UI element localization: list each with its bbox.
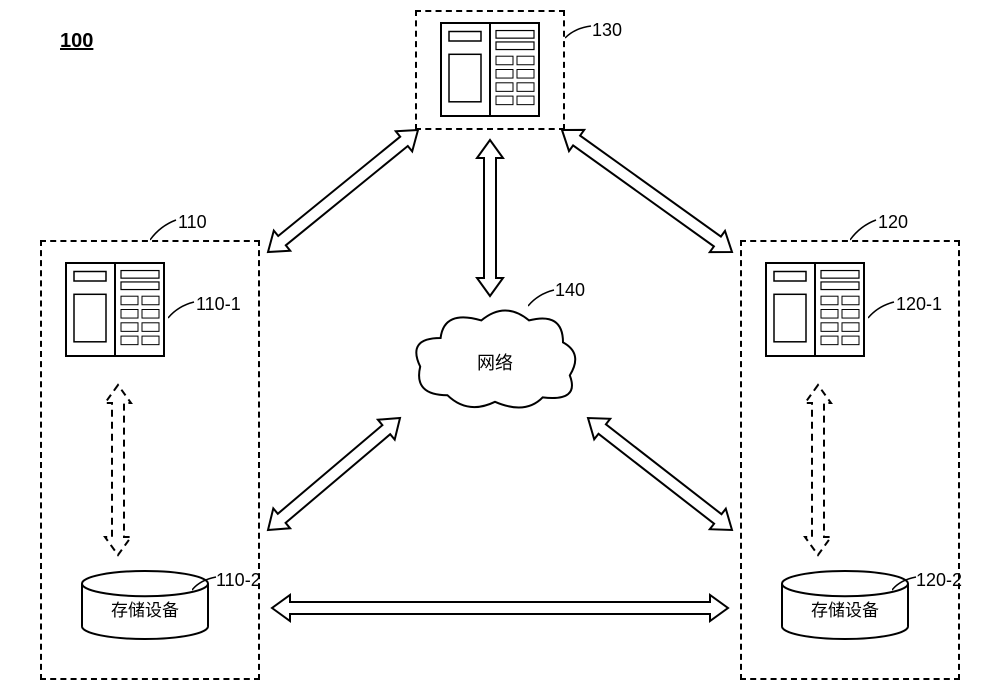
top-server-icon [440, 22, 540, 122]
network-cloud-text: 网络 [470, 349, 520, 375]
diagram-canvas: 100 130 110 120 [0, 0, 1000, 698]
right-storage-label: 120-2 [916, 570, 962, 591]
left-storage-leader [192, 574, 218, 594]
top-server-label: 130 [592, 20, 622, 41]
left-server-icon [65, 262, 165, 362]
right-group-leader [850, 216, 880, 244]
network-cloud-leader [528, 288, 558, 308]
left-storage-icon: 存储设备 [80, 570, 210, 645]
arrow-left-to-cloud [268, 418, 400, 530]
left-server-label: 110-1 [196, 294, 241, 315]
arrow-right-to-cloud [588, 418, 732, 530]
right-storage-icon: 存储设备 [780, 570, 910, 645]
right-server-leader [868, 298, 898, 322]
arrow-top-to-left [268, 130, 418, 252]
left-group-leader [150, 216, 180, 244]
svg-text:存储设备: 存储设备 [111, 601, 179, 620]
left-storage-label: 110-2 [216, 570, 261, 591]
right-group-label: 120 [878, 212, 908, 233]
left-server-leader [168, 298, 198, 322]
arrow-top-to-right [562, 130, 732, 252]
arrow-top-to-cloud [477, 140, 503, 296]
left-group-label: 110 [178, 212, 207, 233]
right-server-icon [765, 262, 865, 362]
figure-number: 100 [60, 30, 93, 53]
arrow-left-to-right [272, 595, 728, 621]
right-server-label: 120-1 [896, 294, 942, 315]
right-storage-leader [892, 574, 918, 594]
top-server-leader [565, 20, 595, 50]
network-cloud-label: 140 [555, 280, 585, 301]
svg-text:存储设备: 存储设备 [811, 601, 879, 620]
